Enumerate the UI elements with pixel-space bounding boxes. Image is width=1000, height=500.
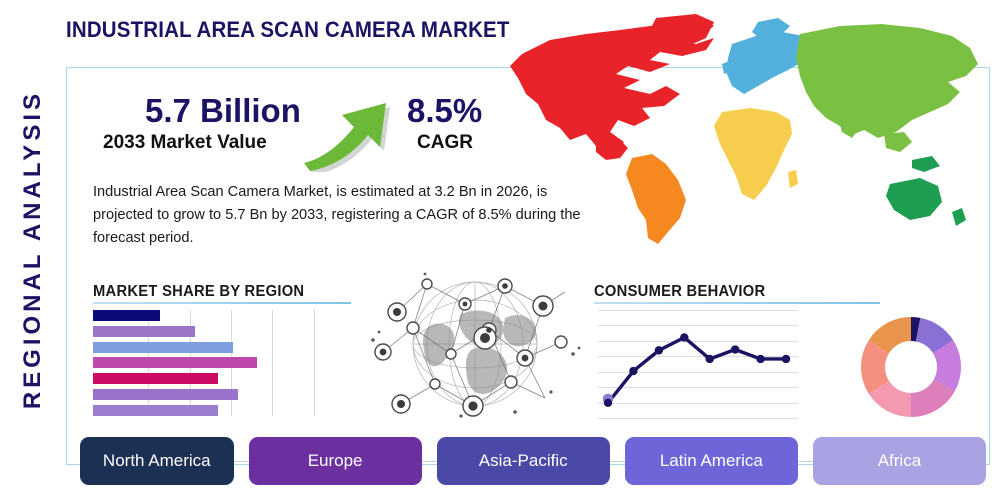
- line-chart-marker: [603, 398, 613, 408]
- map-region-greenland: [650, 14, 714, 48]
- bar-chart-bar: [93, 310, 161, 321]
- line-chart-gridline: [598, 325, 798, 327]
- bar-chart-row: [93, 341, 323, 353]
- line-chart-marker: [629, 366, 638, 376]
- donut-segment: [861, 340, 890, 394]
- region-button-label: North America: [102, 451, 211, 470]
- consumer-behavior-line-chart: [598, 310, 798, 419]
- map-region-europe: [726, 32, 812, 94]
- map-region-india: [836, 110, 862, 138]
- line-chart-gridline: [598, 371, 798, 373]
- line-chart-gridline: [598, 418, 798, 419]
- vertical-section-label-text: REGIONAL ANALYSIS: [19, 90, 46, 410]
- bar-chart-row: [93, 310, 323, 321]
- region-button-label: Latin America: [659, 451, 763, 470]
- market-share-heading-rule: [93, 302, 351, 304]
- region-button-bar: North America Europe Asia-Pacific Latin Ame…: [80, 437, 986, 485]
- map-region-south-america: [626, 154, 686, 244]
- region-button-north-america[interactable]: North America: [80, 437, 234, 485]
- vertical-section-label: REGIONAL ANALYSIS: [10, 60, 56, 440]
- region-button-label: Africa: [877, 451, 922, 470]
- donut-segment: [911, 379, 955, 417]
- map-region-new-zealand: [952, 208, 966, 226]
- line-chart-gridline: [598, 310, 798, 311]
- map-region-mexico: [596, 138, 628, 160]
- market-share-heading: MARKET SHARE BY REGION: [93, 283, 305, 300]
- line-chart-gridline: [598, 387, 798, 389]
- line-chart-series: [602, 333, 791, 408]
- bar-chart-row: [93, 404, 323, 416]
- map-region-scandinavia: [752, 18, 790, 40]
- region-button-africa[interactable]: Africa: [812, 437, 986, 485]
- donut-segment: [911, 317, 921, 342]
- line-chart-marker: [654, 346, 664, 355]
- map-region-oceania: [886, 178, 942, 220]
- region-button-label: Asia-Pacific: [478, 451, 568, 470]
- market-value-number: 5.7 Billion: [145, 92, 301, 129]
- map-region-africa: [714, 108, 792, 200]
- cagr-caption: CAGR: [417, 132, 473, 153]
- bar-chart-rows: [93, 310, 323, 416]
- donut-segment: [868, 317, 911, 354]
- donut-segment: [915, 317, 954, 354]
- market-share-bar-chart: [93, 310, 323, 416]
- kpi-row: 5.7 Billion 2033 Market Value 8.5% CAGR: [95, 92, 515, 175]
- market-value-caption: 2033 Market Value: [103, 132, 267, 153]
- map-region-new-guinea: [912, 156, 940, 172]
- bar-chart-bar: [93, 325, 195, 337]
- map-region-asia: [796, 24, 978, 138]
- map-region-southeast-asia: [884, 132, 912, 152]
- growth-arrow-up-icon: [300, 87, 410, 175]
- segment-donut-chart: [861, 317, 961, 417]
- bar-chart-bar: [93, 373, 218, 385]
- line-chart-gridline: [598, 402, 798, 404]
- region-button-latin-america[interactable]: Latin America: [624, 437, 798, 485]
- line-chart-gridline: [598, 356, 798, 358]
- map-region-north-america: [510, 18, 714, 154]
- bar-chart-bar: [93, 357, 258, 369]
- region-button-asia-pacific[interactable]: Asia-Pacific: [436, 437, 610, 485]
- donut-segment: [868, 380, 911, 417]
- bar-chart-row: [93, 357, 323, 369]
- region-button-europe[interactable]: Europe: [248, 437, 422, 485]
- bar-chart-bar: [93, 389, 238, 401]
- world-map-icon: [510, 14, 978, 244]
- bar-chart-row: [93, 373, 323, 385]
- bar-chart-bar: [93, 404, 218, 416]
- donut-segment: [932, 340, 961, 392]
- bar-chart-bar: [93, 341, 233, 353]
- bar-chart-row: [93, 389, 323, 401]
- line-chart-gridline: [598, 340, 798, 342]
- global-network-globe-icon: [371, 272, 581, 418]
- map-region-madagascar: [788, 170, 798, 188]
- cagr-number: 8.5%: [407, 92, 483, 129]
- line-chart-marker: [705, 354, 714, 364]
- consumer-behavior-heading-rule: [594, 302, 880, 304]
- line-chart-marker: [730, 345, 740, 354]
- page-title: INDUSTRIAL AREA SCAN CAMERA MARKET: [66, 17, 510, 42]
- region-button-label: Europe: [307, 451, 363, 470]
- consumer-behavior-heading: CONSUMER BEHAVIOR: [594, 283, 766, 300]
- line-chart-marker: [781, 354, 791, 364]
- bar-chart-row: [93, 325, 323, 337]
- line-chart-marker: [680, 333, 689, 342]
- line-chart-marker: [756, 354, 765, 364]
- line-chart-path: [606, 335, 788, 405]
- summary-paragraph: Industrial Area Scan Camera Market, is e…: [93, 184, 581, 247]
- map-region-uk: [722, 60, 734, 74]
- line-chart-gridlines: [598, 310, 798, 419]
